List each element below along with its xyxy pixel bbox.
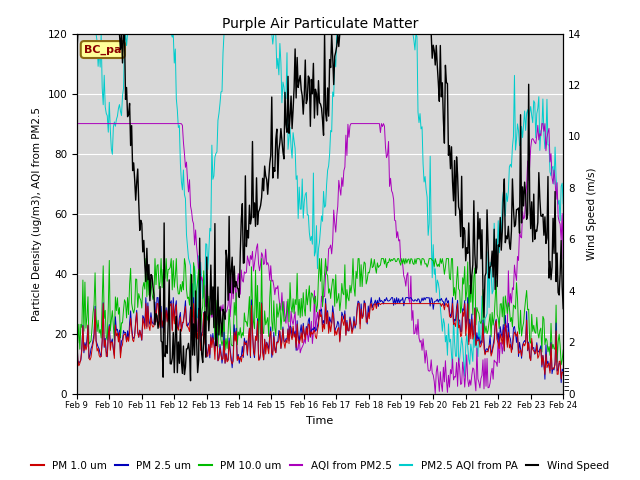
Title: Purple Air Particulate Matter: Purple Air Particulate Matter: [222, 17, 418, 31]
Y-axis label: Wind Speed (m/s): Wind Speed (m/s): [587, 168, 597, 260]
Text: –: –: [563, 367, 569, 376]
Text: –: –: [563, 374, 569, 384]
Text: –: –: [563, 363, 569, 373]
Text: –: –: [563, 378, 569, 387]
X-axis label: Time: Time: [307, 416, 333, 426]
Legend: PM 1.0 um, PM 2.5 um, PM 10.0 um, AQI from PM2.5, PM2.5 AQI from PA, Wind Speed: PM 1.0 um, PM 2.5 um, PM 10.0 um, AQI fr…: [27, 456, 613, 475]
Text: –: –: [563, 370, 569, 380]
Text: BC_pa: BC_pa: [84, 44, 122, 55]
Text: –: –: [563, 381, 569, 391]
Text: –: –: [563, 385, 569, 395]
Y-axis label: Particle Density (ug/m3), AQI from PM2.5: Particle Density (ug/m3), AQI from PM2.5: [32, 107, 42, 321]
